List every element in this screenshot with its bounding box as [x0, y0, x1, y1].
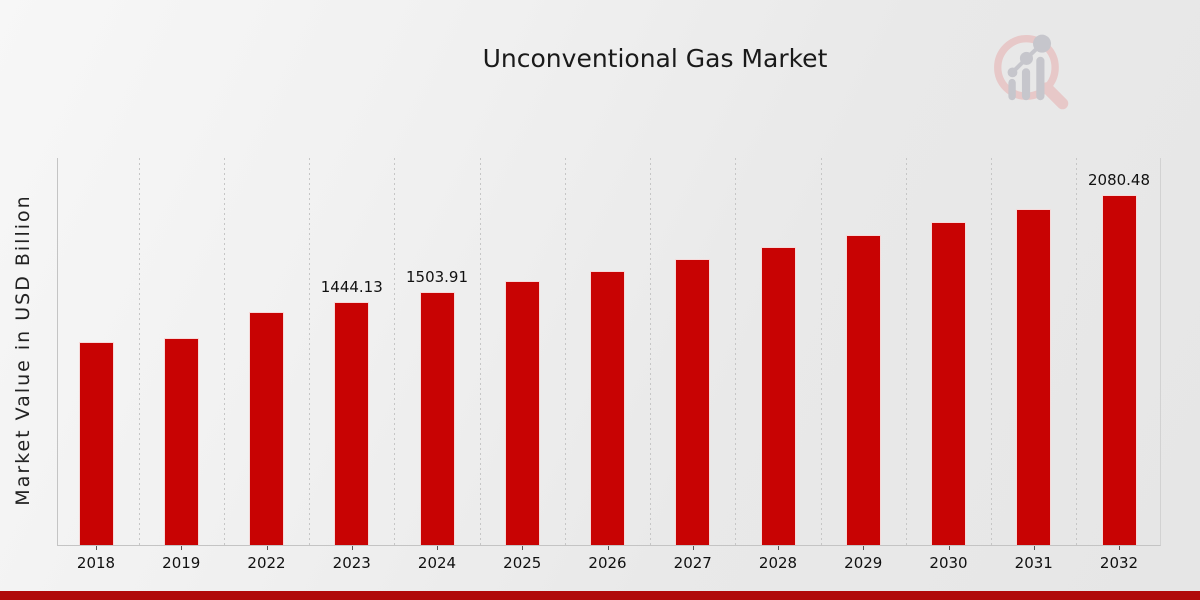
bar-2022: [249, 312, 284, 545]
x-axis-tick: [1119, 546, 1120, 550]
data-label-2032: 2080.48: [1087, 171, 1151, 189]
gridline: [820, 158, 822, 545]
x-tick-label-2028: 2028: [758, 554, 798, 572]
bar-2018: [78, 342, 114, 545]
x-tick-label-2023: 2023: [332, 554, 371, 572]
bar-2032: [1101, 195, 1137, 545]
x-tick-label-2019: 2019: [162, 554, 201, 572]
gridline: [991, 158, 993, 545]
gridline: [394, 158, 396, 545]
x-axis-tick: [96, 546, 97, 550]
gridline: [564, 158, 566, 545]
x-tick-label-2024: 2024: [417, 554, 457, 572]
bar-2027: [675, 259, 711, 545]
bar-2031: [1016, 209, 1052, 545]
gridline: [1076, 158, 1078, 545]
magnifier-bar-chart-logo-icon: [994, 34, 1069, 110]
bar-2028: [760, 247, 796, 545]
magnifier-handle: [1041, 82, 1069, 110]
gridline: [479, 158, 481, 545]
x-tick-label-2032: 2032: [1099, 554, 1139, 572]
bar-2019: [163, 338, 199, 545]
chart-title: Unconventional Gas Market: [482, 44, 828, 73]
bar-2030: [931, 222, 966, 545]
x-axis-tick: [1033, 546, 1035, 550]
bar-2024: [419, 292, 455, 545]
gridline: [138, 158, 140, 545]
gridline: [223, 158, 225, 545]
bar-2029: [845, 235, 881, 545]
data-label-2023: 1444.13: [320, 278, 383, 296]
x-tick-label-2018: 2018: [76, 554, 116, 572]
bar-2026: [590, 271, 625, 545]
bar-chart-plot-area: 2018 2019 2022 2023 1444.13 2024 1503.91 2025 20…: [57, 158, 1161, 572]
x-tick-label-2022: 2022: [247, 554, 286, 572]
x-axis-tick: [181, 546, 183, 550]
x-axis-tick: [863, 546, 865, 550]
x-tick-label-2025: 2025: [503, 554, 542, 572]
gridline: [650, 158, 652, 545]
x-tick-label-2030: 2030: [929, 554, 968, 572]
x-axis-tick: [948, 546, 950, 550]
y-axis-label: Market Value in USD Billion: [12, 194, 34, 506]
x-axis-tick: [351, 546, 353, 550]
x-axis-tick: [778, 546, 779, 550]
x-axis-tick: [437, 546, 438, 550]
bar-2023: [334, 302, 370, 545]
x-tick-label-2029: 2029: [844, 554, 883, 572]
x-tick-label-2031: 2031: [1014, 554, 1053, 572]
gridline: [735, 158, 737, 545]
footer-accent-strip: [0, 591, 1200, 600]
gridline: [905, 158, 907, 545]
bar-2025: [504, 281, 540, 545]
x-axis-tick: [266, 546, 268, 550]
x-tick-label-2026: 2026: [588, 554, 627, 572]
x-tick-label-2027: 2027: [673, 554, 712, 572]
x-axis-tick: [522, 546, 524, 550]
gridline: [309, 158, 311, 545]
data-label-2024: 1503.91: [405, 268, 469, 286]
x-axis-tick: [692, 546, 694, 550]
x-axis-tick: [607, 546, 609, 550]
